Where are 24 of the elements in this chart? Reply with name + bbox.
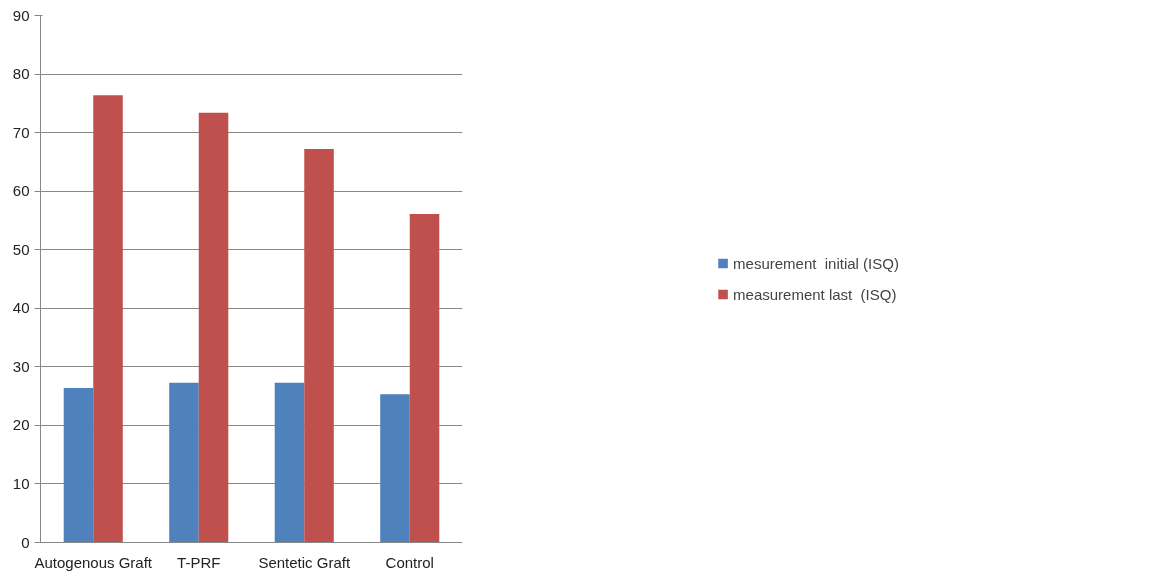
bar xyxy=(63,387,94,543)
y-tick-label: 40 xyxy=(12,299,30,317)
x-tick-label: Sentetic Graft xyxy=(258,553,351,571)
x-tick-label: Control xyxy=(385,553,434,571)
bar xyxy=(198,112,229,543)
y-tick-label: 0 xyxy=(21,533,30,551)
y-tick-label: 10 xyxy=(12,474,30,492)
x-tick-label: Autogenous Graft xyxy=(34,553,153,571)
bar xyxy=(93,95,123,543)
y-tick-label: 60 xyxy=(12,182,30,200)
bar xyxy=(409,214,440,543)
y-tick-label: 20 xyxy=(12,416,30,434)
y-tick-label: 50 xyxy=(12,240,30,258)
y-tick-label: 80 xyxy=(12,65,30,83)
legend-label: measurement last (ISQ) xyxy=(733,285,897,303)
bar xyxy=(169,382,199,543)
bar xyxy=(274,382,305,543)
bar xyxy=(380,394,410,543)
x-tick-label: T-PRF xyxy=(177,553,221,571)
y-tick-label: 30 xyxy=(12,357,30,375)
y-tick-label: 70 xyxy=(12,123,30,141)
legend-label: mesurement initial (ISQ) xyxy=(733,254,899,272)
y-tick-label: 90 xyxy=(12,6,30,24)
bar xyxy=(304,149,334,543)
